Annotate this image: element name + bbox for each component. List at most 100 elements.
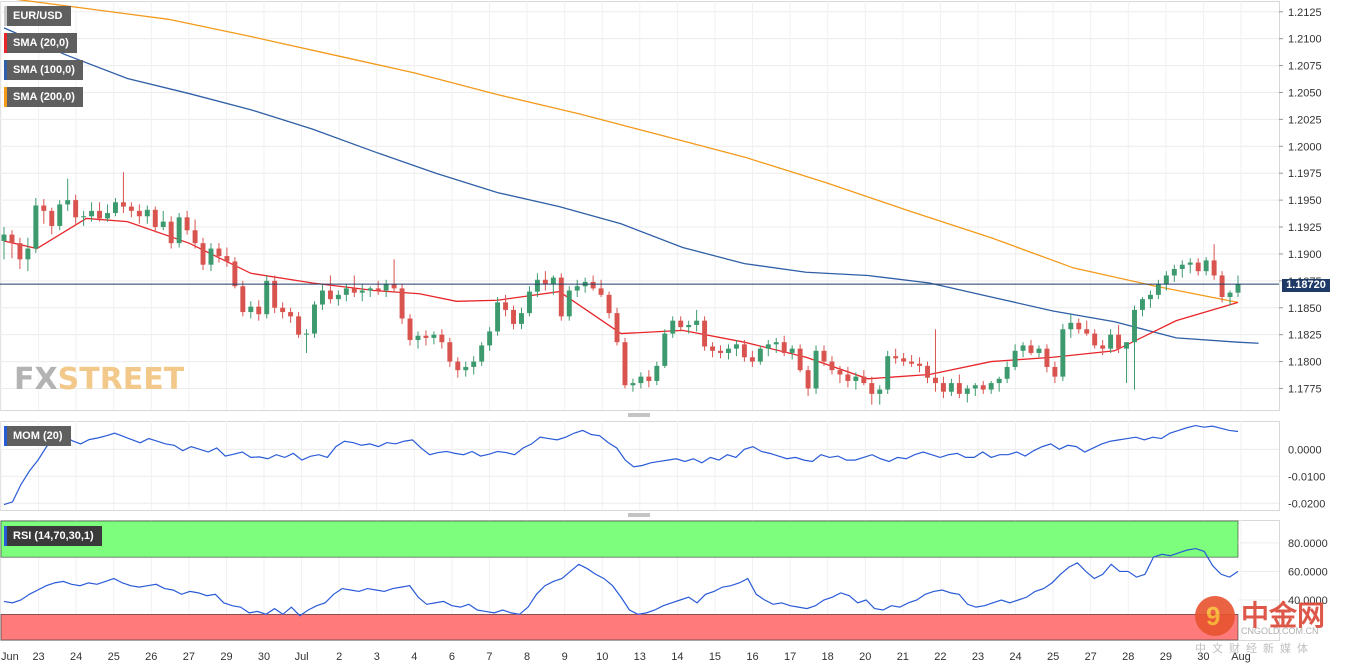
candle-body bbox=[319, 290, 325, 305]
candle bbox=[224, 247, 230, 267]
candle-body bbox=[351, 288, 357, 293]
candle-body bbox=[105, 213, 110, 219]
mom-text: MOM (20) bbox=[13, 430, 63, 442]
candle-body bbox=[312, 304, 317, 334]
rsi-oversold-zone bbox=[0, 613, 1239, 641]
candle bbox=[726, 344, 731, 360]
candle-body bbox=[526, 291, 532, 314]
candle bbox=[630, 378, 636, 392]
candle-body bbox=[455, 361, 461, 371]
candle-body bbox=[598, 288, 604, 295]
main-y-tick-label: 1.1900 bbox=[1288, 249, 1322, 261]
candle-body bbox=[797, 348, 803, 371]
candle-body bbox=[160, 221, 166, 228]
candle bbox=[558, 273, 564, 321]
candle-body bbox=[184, 217, 190, 231]
sma100-label[interactable]: SMA (100,0) bbox=[4, 60, 83, 80]
candle bbox=[367, 286, 373, 297]
x-tick-label: 16 bbox=[746, 651, 758, 663]
candle-body bbox=[216, 248, 222, 257]
candle-body bbox=[41, 205, 47, 211]
candle bbox=[1132, 305, 1137, 390]
candle bbox=[120, 172, 126, 214]
cngold-tagline: 中文财经新媒体 bbox=[1195, 643, 1314, 655]
x-tick-label: 7 bbox=[486, 651, 492, 663]
candle-body bbox=[606, 294, 612, 314]
candle-body bbox=[622, 342, 628, 386]
candle bbox=[375, 280, 381, 295]
symbol-label[interactable]: EUR/USD bbox=[4, 6, 71, 26]
candle bbox=[423, 330, 429, 346]
cngold-domain: CNGOLD.COM.CN bbox=[1241, 626, 1319, 636]
sma200-label[interactable]: SMA (200,0) bbox=[4, 87, 83, 107]
main-y-tick-label: 1.1925 bbox=[1288, 222, 1322, 234]
candle bbox=[972, 383, 978, 397]
candle bbox=[797, 344, 803, 373]
candle bbox=[542, 271, 548, 291]
candle bbox=[1076, 318, 1082, 334]
candle bbox=[1084, 320, 1090, 336]
candle bbox=[598, 279, 604, 297]
candle bbox=[1124, 342, 1130, 384]
watermark-fx: FX bbox=[14, 362, 58, 397]
candle bbox=[622, 337, 628, 389]
x-tick-label: 29 bbox=[1160, 651, 1172, 663]
candle bbox=[407, 314, 413, 346]
candle-body bbox=[662, 333, 668, 366]
x-tick-label: 17 bbox=[784, 651, 796, 663]
candle-body bbox=[144, 209, 150, 217]
rsi-text: RSI (14,70,30,1) bbox=[13, 530, 94, 542]
main-grid bbox=[0, 1, 1280, 641]
candle-body bbox=[232, 261, 238, 287]
candle-body bbox=[383, 284, 389, 291]
rsi-label[interactable]: RSI (14,70,30,1) bbox=[4, 526, 102, 546]
candle-body bbox=[1004, 366, 1010, 379]
candle bbox=[805, 365, 811, 397]
candle bbox=[1139, 296, 1145, 317]
x-tick-label: 10 bbox=[596, 651, 608, 663]
x-tick-label: 13 bbox=[634, 651, 646, 663]
candle-body bbox=[940, 383, 946, 392]
candle-body bbox=[359, 290, 365, 293]
candle bbox=[296, 312, 302, 338]
candle bbox=[65, 178, 71, 211]
x-tick-label: Jul bbox=[295, 651, 309, 663]
candle bbox=[526, 286, 532, 317]
x-tick-label: 30 bbox=[258, 651, 270, 663]
candle bbox=[749, 350, 755, 367]
candle bbox=[1100, 340, 1106, 356]
fxstreet-watermark: FXSTREET bbox=[14, 362, 184, 397]
candle-body bbox=[343, 288, 349, 295]
candle-body bbox=[829, 361, 835, 371]
sma20-label[interactable]: SMA (20,0) bbox=[4, 33, 77, 53]
candle-body bbox=[97, 210, 103, 219]
x-tick-label: 24 bbox=[1009, 651, 1021, 663]
candle-body bbox=[1139, 299, 1145, 310]
x-tick-label: 14 bbox=[671, 651, 683, 663]
candle bbox=[105, 204, 110, 222]
mom-label[interactable]: MOM (20) bbox=[4, 426, 71, 446]
candle-body bbox=[972, 385, 978, 389]
candle bbox=[702, 316, 708, 351]
candle-body bbox=[280, 307, 286, 313]
candle-body bbox=[208, 248, 214, 265]
candle-body bbox=[1227, 292, 1233, 297]
candle-body bbox=[726, 348, 731, 353]
candle bbox=[264, 275, 270, 319]
x-tick-label: 23 bbox=[972, 651, 984, 663]
candle bbox=[1092, 329, 1098, 349]
candle bbox=[455, 357, 461, 378]
candle bbox=[877, 385, 883, 405]
candle-body bbox=[327, 290, 333, 300]
candle-body bbox=[885, 356, 891, 390]
candle bbox=[232, 257, 238, 289]
candle-body bbox=[423, 335, 429, 338]
candle-body bbox=[893, 356, 899, 359]
candle-body bbox=[272, 280, 278, 308]
candle-body bbox=[901, 358, 907, 362]
candle bbox=[503, 294, 509, 317]
main-y-tick-label: 1.1775 bbox=[1288, 383, 1322, 395]
candle bbox=[1219, 271, 1225, 303]
candle-body bbox=[813, 350, 819, 389]
